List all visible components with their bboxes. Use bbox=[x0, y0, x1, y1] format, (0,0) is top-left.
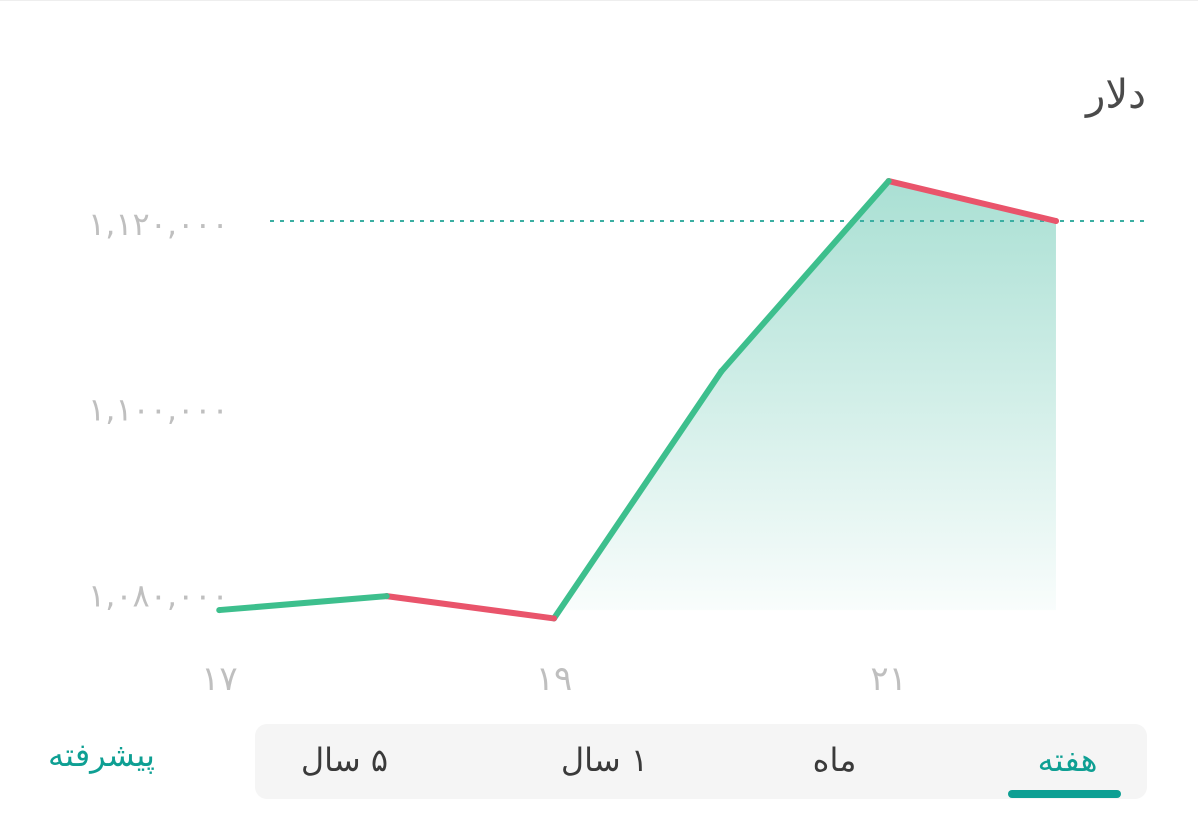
x-tick-label: ۱۹ bbox=[536, 659, 573, 699]
tab-5-years[interactable]: ۵ سال bbox=[300, 741, 389, 779]
data-point[interactable] bbox=[216, 607, 223, 614]
top-divider bbox=[0, 0, 1198, 1]
data-point[interactable] bbox=[383, 593, 390, 600]
x-tick-label: ۱۷ bbox=[201, 659, 238, 699]
series-segment bbox=[718, 178, 892, 375]
y-tick-label: ۱,۰۸۰,۰۰۰ bbox=[88, 576, 229, 614]
series-segment bbox=[383, 593, 557, 622]
price-area-fill bbox=[553, 181, 1056, 619]
data-point[interactable] bbox=[718, 368, 725, 375]
period-selector: هفته ماه ۱ سال ۵ سال bbox=[255, 724, 1147, 799]
series-segment bbox=[885, 178, 1059, 224]
active-tab-indicator bbox=[1008, 790, 1121, 798]
price-series-points bbox=[216, 178, 1059, 622]
x-axis-labels: ۱۷ ۱۹ ۲۱ bbox=[201, 659, 907, 699]
series-segment bbox=[216, 593, 390, 614]
x-tick-label: ۲۱ bbox=[870, 659, 907, 699]
page-title: دلار bbox=[1086, 72, 1146, 118]
price-chart[interactable]: ۱,۰۸۰,۰۰۰ ۱,۱۰۰,۰۰۰ ۱,۱۲۰,۰۰۰ ۱۷ ۱۹ ۲۱ bbox=[0, 0, 1198, 720]
series-segment bbox=[550, 368, 725, 622]
y-tick-label: ۱,۱۲۰,۰۰۰ bbox=[88, 205, 229, 243]
advanced-chart-link[interactable]: پیشرفته bbox=[48, 736, 155, 774]
tab-week[interactable]: هفته bbox=[1037, 741, 1098, 779]
tab-month[interactable]: ماه bbox=[812, 741, 857, 779]
data-point[interactable] bbox=[550, 615, 557, 622]
price-series-line bbox=[216, 178, 1059, 622]
data-point[interactable] bbox=[1052, 218, 1059, 224]
tab-1-year[interactable]: ۱ سال bbox=[560, 741, 649, 779]
data-point[interactable] bbox=[885, 178, 892, 185]
y-tick-label: ۱,۱۰۰,۰۰۰ bbox=[88, 391, 229, 429]
y-axis-labels: ۱,۰۸۰,۰۰۰ ۱,۱۰۰,۰۰۰ ۱,۱۲۰,۰۰۰ bbox=[88, 205, 229, 614]
